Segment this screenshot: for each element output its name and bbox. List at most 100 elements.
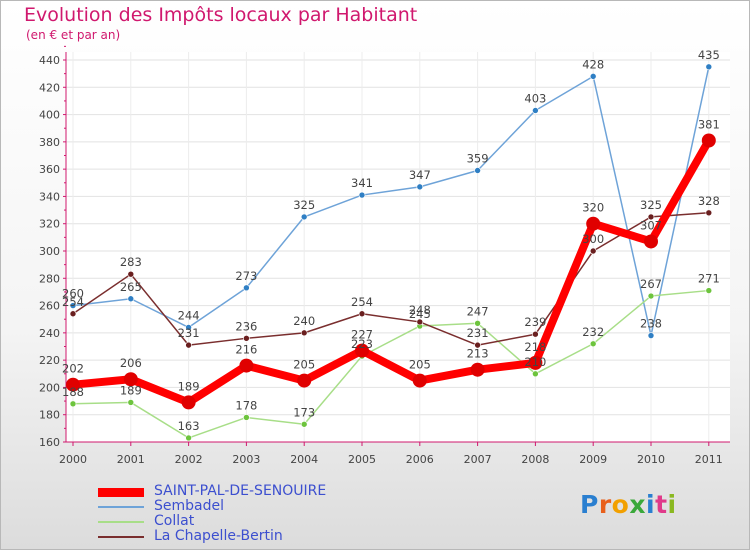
data-label: 267 — [640, 277, 662, 291]
x-tick-label: 2006 — [406, 453, 434, 466]
axes: 1601802002202402602803003203403603804004… — [39, 45, 730, 466]
logo-letter: i — [646, 490, 656, 519]
data-label: 210 — [524, 355, 546, 369]
data-point — [243, 335, 250, 342]
data-point — [123, 372, 138, 387]
logo-letter: t — [655, 490, 668, 519]
data-point — [243, 414, 250, 421]
y-tick-label: 180 — [39, 409, 60, 422]
plot-area — [66, 52, 730, 442]
data-point — [528, 355, 543, 370]
grid — [66, 52, 730, 443]
data-label: 178 — [235, 398, 257, 412]
x-tick-label: 2000 — [59, 453, 87, 466]
data-point — [589, 340, 597, 348]
data-point — [185, 434, 192, 442]
data-label: 244 — [178, 308, 200, 322]
logo-letter: i — [667, 490, 677, 519]
x-tick-label: 2003 — [232, 453, 260, 466]
data-label: 189 — [120, 383, 142, 397]
data-point — [589, 73, 597, 80]
data-point — [239, 358, 254, 373]
data-point — [705, 63, 713, 71]
series-line-Sembadel — [72, 66, 710, 337]
data-point — [532, 330, 539, 338]
data-label: 218 — [524, 340, 546, 354]
data-label: 260 — [62, 287, 84, 301]
y-tick-label: 240 — [39, 327, 60, 340]
data-point — [297, 373, 312, 388]
data-label: 320 — [582, 201, 604, 215]
x-tick-label: 2001 — [117, 453, 145, 466]
data-point — [243, 284, 250, 292]
data-label: 381 — [698, 117, 720, 131]
data-point — [647, 292, 655, 300]
data-point — [69, 302, 77, 309]
data-label: 232 — [582, 325, 604, 339]
data-label: 213 — [467, 347, 489, 361]
data-label: 227 — [351, 328, 373, 342]
data-label: 247 — [467, 304, 489, 318]
data-point — [358, 310, 366, 318]
data-label: 328 — [698, 194, 720, 208]
data-label: 325 — [293, 198, 315, 212]
data-labels: 260 265 244 273 325 341 347 359 403 428 238 435 188 1… — [62, 48, 720, 433]
series-line-SAINT-PAL-DE-SENOUIRE — [69, 136, 713, 407]
x-tick-label: 2010 — [637, 453, 665, 466]
data-label: 254 — [351, 295, 373, 309]
data-point — [300, 420, 308, 428]
data-label: 163 — [178, 419, 200, 433]
data-point — [474, 167, 481, 174]
data-label: 325 — [640, 198, 662, 212]
data-point — [127, 270, 135, 278]
y-tick-label: 420 — [39, 81, 60, 94]
data-point — [66, 377, 80, 392]
y-tick-label: 160 — [39, 436, 60, 449]
data-label: 231 — [467, 326, 489, 340]
data-label: 248 — [409, 303, 431, 317]
data-point — [185, 341, 192, 349]
data-label: 238 — [640, 317, 662, 331]
data-label: 300 — [582, 232, 604, 246]
data-label: 188 — [62, 385, 84, 399]
data-label: 341 — [351, 176, 373, 190]
legend-swatch — [98, 506, 144, 508]
legend-swatch — [98, 487, 144, 497]
x-tick-label: 2002 — [175, 453, 203, 466]
data-label: 202 — [62, 362, 84, 376]
x-tick-label: 2007 — [464, 453, 492, 466]
data-label: 173 — [293, 405, 315, 419]
chart-title: Evolution des Impôts locaux par Habitant — [24, 4, 418, 26]
data-label: 403 — [524, 91, 546, 105]
y-tick-label: 340 — [39, 190, 60, 203]
data-point — [474, 320, 481, 327]
y-tick-label: 260 — [39, 300, 60, 313]
y-tick-label: 200 — [39, 381, 60, 394]
data-point — [127, 295, 135, 303]
data-point — [300, 329, 308, 337]
series-line-La Chapelle-Bertin — [72, 212, 710, 346]
chart-subtitle: (en € et par an) — [26, 28, 121, 42]
logo-letter: o — [611, 490, 630, 519]
data-point — [532, 107, 539, 114]
y-tick-label: 300 — [39, 245, 60, 258]
logo-letter: P — [580, 490, 599, 519]
x-tick-label: 2011 — [695, 453, 723, 466]
data-point — [69, 400, 77, 408]
x-tick-label: 2004 — [290, 453, 318, 466]
data-point — [69, 310, 77, 318]
legend-label: Collat — [154, 513, 195, 529]
data-point — [701, 133, 716, 148]
legend-swatch — [98, 521, 144, 523]
data-label: 359 — [467, 152, 489, 166]
y-tick-label: 400 — [39, 109, 60, 122]
legend-label: SAINT-PAL-DE-SENOUIRE — [154, 483, 327, 499]
y-tick-label: 440 — [39, 54, 60, 67]
data-point — [416, 318, 424, 326]
data-point — [705, 209, 713, 217]
data-point — [470, 362, 485, 377]
data-point — [358, 191, 366, 199]
y-tick-label: 220 — [39, 354, 60, 367]
data-point — [647, 332, 655, 339]
legend-label: La Chapelle-Bertin — [154, 528, 283, 544]
